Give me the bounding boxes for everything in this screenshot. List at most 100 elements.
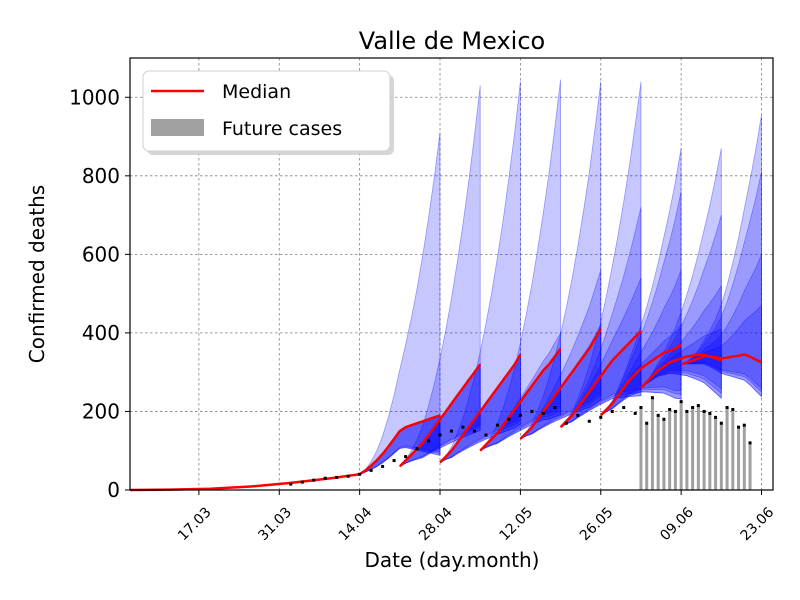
observed-point bbox=[484, 433, 488, 437]
observed-point bbox=[438, 433, 442, 437]
observed-point bbox=[518, 413, 522, 417]
forecast-band bbox=[439, 81, 521, 463]
future-case-bar bbox=[696, 405, 700, 490]
y-tick-label: 0 bbox=[107, 478, 120, 502]
observed-point bbox=[576, 413, 580, 417]
future-cases-bars bbox=[639, 397, 752, 490]
future-case-bar bbox=[731, 409, 735, 490]
observed-point bbox=[564, 421, 568, 425]
forecast-band bbox=[520, 81, 602, 440]
observed-point bbox=[507, 417, 511, 421]
future-case-bar bbox=[742, 425, 746, 490]
future-case-bar bbox=[668, 409, 672, 490]
observed-point bbox=[369, 468, 373, 472]
observed-points bbox=[289, 396, 752, 486]
median-line bbox=[439, 353, 522, 464]
future-case-bar bbox=[737, 427, 741, 490]
future-case-bar bbox=[702, 411, 706, 490]
future-case-point bbox=[719, 421, 723, 425]
observed-point bbox=[461, 425, 465, 429]
x-tick-label: 14.04 bbox=[336, 504, 376, 544]
x-tick-label: 28.04 bbox=[416, 504, 456, 544]
forecast-band bbox=[640, 148, 722, 400]
y-tick-label: 400 bbox=[82, 321, 120, 345]
forecast-band bbox=[680, 114, 762, 398]
forecast-band bbox=[560, 81, 642, 428]
future-case-point bbox=[673, 409, 677, 413]
median-line bbox=[680, 353, 763, 366]
future-case-bar bbox=[708, 413, 712, 490]
forecast-band bbox=[399, 85, 481, 467]
observed-point bbox=[346, 474, 350, 478]
observed-point bbox=[381, 464, 385, 468]
legend-label-median: Median bbox=[222, 81, 291, 103]
y-tick-label: 200 bbox=[82, 399, 120, 423]
future-case-point bbox=[696, 404, 700, 408]
future-case-point bbox=[679, 400, 683, 404]
x-tick-label: 12.05 bbox=[496, 504, 536, 544]
x-tick-label: 31.03 bbox=[255, 504, 295, 544]
x-tick-label: 26.05 bbox=[577, 504, 617, 544]
observed-point bbox=[472, 429, 476, 433]
forecast-band bbox=[479, 79, 561, 452]
observed-point bbox=[450, 429, 453, 433]
observed-point bbox=[610, 409, 614, 413]
observed-point bbox=[599, 415, 603, 419]
future-case-bar bbox=[639, 407, 643, 490]
observed-point bbox=[404, 455, 408, 459]
future-case-point bbox=[691, 406, 695, 410]
future-case-point bbox=[708, 411, 712, 415]
forecast-band bbox=[600, 191, 682, 416]
median-line bbox=[358, 414, 441, 476]
median-line bbox=[129, 473, 360, 492]
observed-point bbox=[335, 475, 339, 479]
future-case-point bbox=[656, 413, 660, 417]
future-case-point bbox=[737, 425, 741, 429]
future-case-point bbox=[668, 407, 672, 411]
observed-point bbox=[312, 478, 316, 482]
observed-point bbox=[541, 411, 545, 415]
future-case-point bbox=[748, 441, 752, 445]
forecast-band bbox=[600, 269, 682, 416]
median-line bbox=[398, 363, 482, 468]
observed-point bbox=[323, 476, 327, 480]
y-tick-label: 800 bbox=[82, 164, 120, 188]
future-case-point bbox=[645, 421, 649, 425]
forecast-band bbox=[640, 214, 722, 400]
future-case-bar bbox=[685, 411, 689, 490]
chart-title: Valle de Mexico bbox=[359, 27, 545, 55]
future-case-bar bbox=[656, 415, 660, 490]
plot-frame bbox=[129, 57, 774, 491]
future-case-bar bbox=[650, 397, 654, 490]
future-case-bar bbox=[714, 417, 718, 490]
future-case-bar bbox=[725, 407, 729, 490]
future-case-point bbox=[650, 396, 654, 400]
x-tick-label: 17.03 bbox=[175, 504, 215, 544]
forecast-band bbox=[600, 148, 682, 416]
y-tick-label: 1000 bbox=[69, 85, 120, 109]
future-case-bar bbox=[679, 401, 683, 490]
future-case-point bbox=[662, 417, 666, 421]
median-line bbox=[559, 330, 642, 429]
observed-point bbox=[427, 439, 431, 443]
forecast-band bbox=[560, 207, 642, 428]
legend-label-future: Future cases bbox=[222, 118, 342, 140]
future-case-bar bbox=[662, 419, 666, 490]
forecast-band bbox=[359, 132, 441, 475]
observed-point bbox=[358, 472, 362, 476]
observed-point bbox=[530, 409, 534, 413]
observed-point bbox=[495, 423, 499, 427]
x-axis-title: Date (day.month) bbox=[365, 548, 540, 572]
median-line bbox=[479, 347, 562, 452]
future-case-bar bbox=[673, 411, 677, 490]
future-case-bar bbox=[645, 423, 649, 490]
x-tick-label: 09.06 bbox=[657, 504, 697, 544]
observed-point bbox=[415, 447, 419, 451]
median-line bbox=[599, 343, 682, 417]
forecast-band bbox=[520, 269, 602, 440]
median-line bbox=[519, 328, 602, 440]
legend: Median Future cases bbox=[142, 70, 394, 155]
observed-point bbox=[622, 406, 626, 410]
